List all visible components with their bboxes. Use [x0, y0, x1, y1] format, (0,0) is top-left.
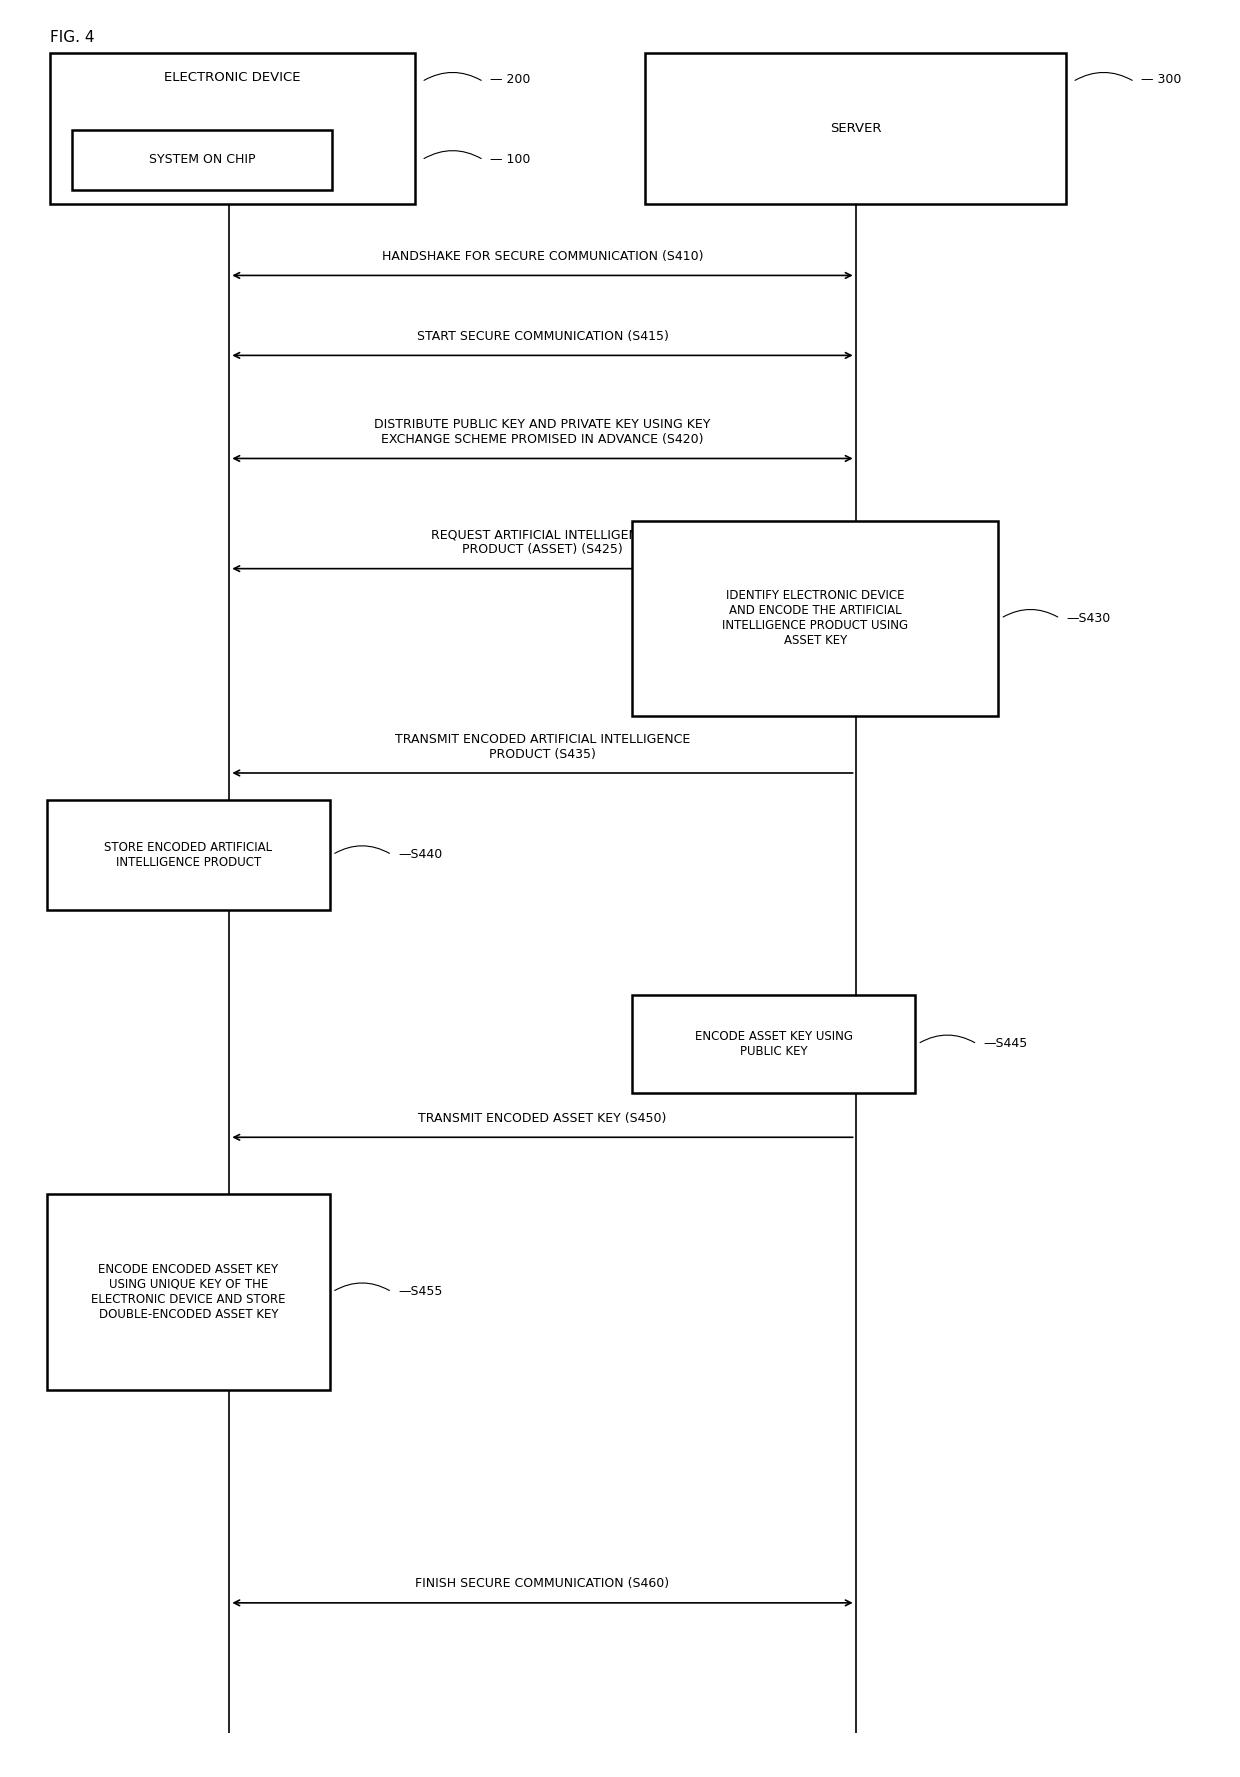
Text: TRANSMIT ENCODED ASSET KEY (S450): TRANSMIT ENCODED ASSET KEY (S450) [418, 1112, 667, 1125]
Text: —S440: —S440 [398, 848, 443, 862]
Bar [47, 1194, 330, 1390]
Text: ELECTRONIC DEVICE: ELECTRONIC DEVICE [164, 71, 301, 84]
Text: FIG. 4: FIG. 4 [50, 30, 94, 44]
Text: TRANSMIT ENCODED ARTIFICIAL INTELLIGENCE
PRODUCT (S435): TRANSMIT ENCODED ARTIFICIAL INTELLIGENCE… [394, 732, 691, 761]
Text: START SECURE COMMUNICATION (S415): START SECURE COMMUNICATION (S415) [417, 331, 668, 343]
Text: HANDSHAKE FOR SECURE COMMUNICATION (S410): HANDSHAKE FOR SECURE COMMUNICATION (S410… [382, 251, 703, 263]
Text: REQUEST ARTIFICIAL INTELLIGENCE
PRODUCT (ASSET) (S425): REQUEST ARTIFICIAL INTELLIGENCE PRODUCT … [430, 528, 655, 556]
Bar [645, 53, 1066, 204]
Text: — 300: — 300 [1141, 73, 1182, 87]
Text: —S455: —S455 [398, 1285, 443, 1299]
Text: STORE ENCODED ARTIFICIAL
INTELLIGENCE PRODUCT: STORE ENCODED ARTIFICIAL INTELLIGENCE PR… [104, 841, 273, 869]
Text: —S430: —S430 [1066, 611, 1111, 626]
Text: —S445: —S445 [983, 1038, 1028, 1050]
Text: IDENTIFY ELECTRONIC DEVICE
AND ENCODE THE ARTIFICIAL
INTELLIGENCE PRODUCT USING
: IDENTIFY ELECTRONIC DEVICE AND ENCODE TH… [722, 590, 909, 647]
Text: SERVER: SERVER [830, 123, 882, 135]
Text: SYSTEM ON CHIP: SYSTEM ON CHIP [149, 153, 255, 167]
Bar [632, 521, 998, 716]
Text: — 100: — 100 [490, 153, 531, 167]
Text: ENCODE ASSET KEY USING
PUBLIC KEY: ENCODE ASSET KEY USING PUBLIC KEY [694, 1031, 853, 1057]
Bar [47, 800, 330, 910]
Bar [50, 53, 415, 204]
Bar [72, 130, 332, 190]
Text: — 200: — 200 [490, 73, 531, 87]
Text: DISTRIBUTE PUBLIC KEY AND PRIVATE KEY USING KEY
EXCHANGE SCHEME PROMISED IN ADVA: DISTRIBUTE PUBLIC KEY AND PRIVATE KEY US… [374, 418, 711, 446]
Text: ENCODE ENCODED ASSET KEY
USING UNIQUE KEY OF THE
ELECTRONIC DEVICE AND STORE
DOU: ENCODE ENCODED ASSET KEY USING UNIQUE KE… [92, 1263, 285, 1320]
Text: FINISH SECURE COMMUNICATION (S460): FINISH SECURE COMMUNICATION (S460) [415, 1578, 670, 1590]
Bar [632, 995, 915, 1093]
